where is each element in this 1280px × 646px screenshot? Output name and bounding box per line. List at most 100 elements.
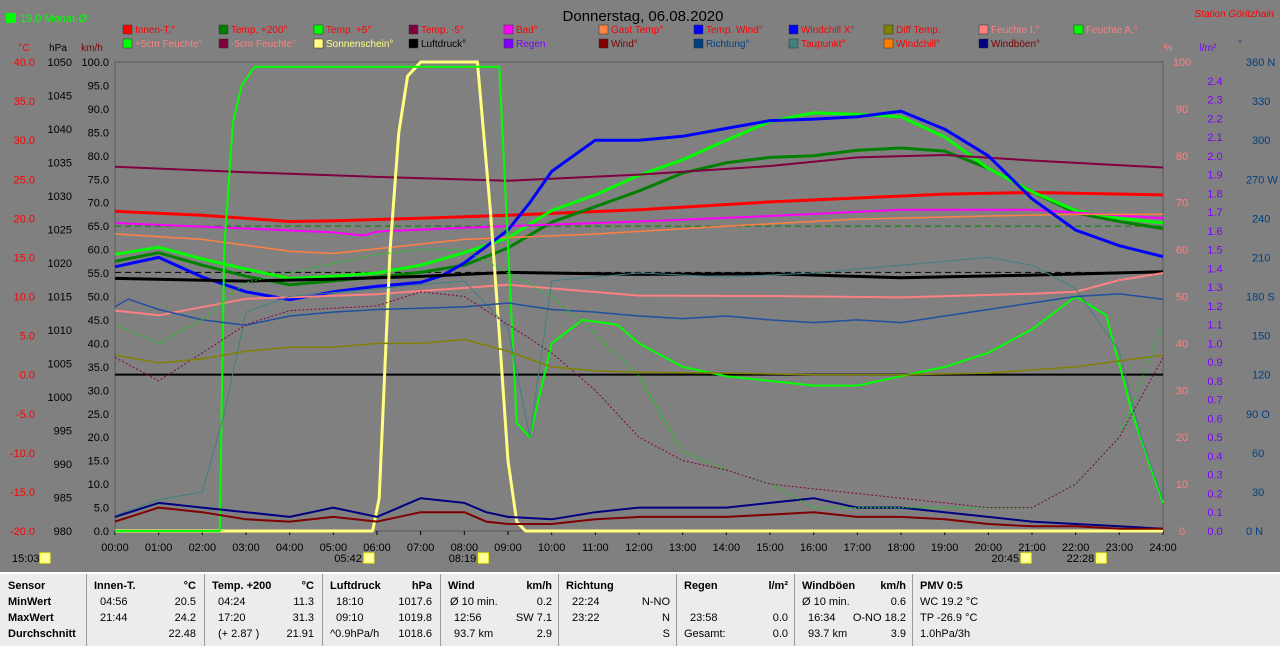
legend-label: Windböen°: [991, 39, 1040, 50]
humidity-tick: 90: [1176, 104, 1188, 116]
temp-tick: 5.0: [20, 331, 35, 343]
x-tick: 16:00: [800, 542, 828, 554]
x-tick: 10:00: [538, 542, 566, 554]
x-tick: 20:00: [975, 542, 1003, 554]
legend-label: Temp. Wind°: [706, 25, 763, 36]
pressure-tick: 1000: [48, 392, 72, 404]
stats-richtung-r1-time: 22:24: [572, 596, 600, 608]
legend-label: Taupunkt°: [801, 39, 846, 50]
pressure-tick: 995: [54, 426, 72, 438]
pressure-tick: 1030: [48, 191, 72, 203]
rain-tick: 1.5: [1207, 245, 1222, 257]
series-innen-t-: [114, 191, 1164, 223]
stats-pmv-trend: 1.0hPa/3h: [920, 628, 971, 640]
legend-label: Gast Temp°: [611, 25, 663, 36]
pressure-tick: 1035: [48, 158, 72, 170]
legend-label: +5cm Feuchte°: [135, 39, 203, 50]
wind-tick: 65.0: [88, 221, 109, 233]
weather-chart: 40.0 35.0 30.0 25.0 20.0 15.0 10.0 5.0 0.0 -5.0 -1…: [0, 0, 1280, 572]
x-tick: 11:00: [582, 542, 609, 554]
stats-col-richtung: Richtung 22:24 N-NO 23:22 N S: [558, 574, 677, 646]
stats-wind-r3-val: 2.9: [536, 628, 552, 640]
pressure-tick: 1010: [48, 325, 72, 337]
rain-tick: 0.7: [1207, 395, 1222, 407]
stats-luftdruck-max-time: 09:10: [336, 612, 364, 624]
stats-wind-r1-val: 0.2: [536, 596, 552, 608]
stats-regen-r3-label: Gesamt:: [684, 628, 726, 640]
series-feuchte-i-: [114, 272, 1164, 317]
rain-tick: 1.2: [1207, 301, 1222, 313]
current-time-label: 15:03: [12, 553, 40, 565]
wind-tick: 0.0: [94, 526, 109, 538]
legend-swatch: [883, 24, 894, 35]
pressure-tick: 1045: [48, 91, 72, 103]
direction-tick: 210: [1252, 252, 1270, 264]
legend-label: Regen: [516, 39, 545, 50]
stats-windboeen-r3-label: 93.7 km: [808, 628, 848, 640]
stats-temp200-min-time: 04:24: [218, 596, 246, 608]
direction-tick: 120: [1252, 370, 1270, 382]
pressure-tick: 1015: [48, 292, 72, 304]
temp-tick: 35.0: [14, 96, 35, 108]
x-tick: 01:00: [145, 542, 173, 554]
series-diff-temp-: [114, 338, 1164, 376]
stats-temp200-unit: °C: [301, 580, 314, 592]
wind-tick: 50.0: [88, 292, 109, 304]
sun-icon: [1095, 552, 1107, 564]
stats-luftdruck-header: Luftdruck: [330, 580, 381, 592]
rain-tick: 0.5: [1207, 432, 1222, 444]
temp-tick: 0.0: [20, 370, 35, 382]
stats-wind-r2-label: 12:56: [454, 612, 482, 624]
wind-tick: 15.0: [88, 456, 109, 468]
stats-max-label: MaxWert: [8, 612, 54, 624]
legend-label: -5cm Feuchte°: [231, 39, 296, 50]
station-name: Station Göritzhain: [1195, 9, 1275, 20]
legend-label: Richtung°: [706, 39, 749, 50]
sun-event-label: 20:45: [992, 553, 1020, 565]
stats-luftdruck-max-val: 1019.8: [398, 612, 432, 624]
chart-title: Donnerstag, 06.08.2020: [563, 8, 724, 25]
x-tick: 14:00: [713, 542, 741, 554]
stats-col-regen: Regen l/m² 23:58 0.0 Gesamt: 0.0: [676, 574, 795, 646]
rain-tick: 0.0: [1207, 526, 1222, 538]
humidity-tick: 100: [1173, 57, 1191, 69]
legend-swatch: [978, 24, 989, 35]
stats-richtung-header: Richtung: [566, 580, 614, 592]
wind-tick: 35.0: [88, 362, 109, 374]
legend-swatch: [313, 24, 324, 35]
wind-tick: 30.0: [88, 385, 109, 397]
pressure-tick: 1025: [48, 225, 72, 237]
wind-tick: 5.0: [94, 503, 109, 515]
rain-tick: 1.1: [1207, 320, 1222, 332]
direction-tick: 90 O: [1246, 409, 1270, 421]
x-tick: 24:00: [1149, 542, 1177, 554]
legend-swatch: [122, 38, 133, 49]
legend-swatch: [788, 24, 799, 35]
legend-label: Temp. +5°: [326, 25, 371, 36]
rain-tick: 0.4: [1207, 451, 1222, 463]
humidity-tick: 70: [1176, 198, 1188, 210]
legend-swatch: [693, 38, 704, 49]
series-windb-en-: [114, 497, 1164, 530]
stats-pmv-wc: WC 19.2 °C: [920, 596, 979, 608]
temp-tick: -5.0: [16, 409, 35, 421]
stats-temp200-min-val: 11.3: [293, 596, 314, 608]
sun-event-label: 05:42: [334, 553, 362, 565]
rain-tick: 2.3: [1207, 95, 1222, 107]
stats-avg-label: Durchschnitt: [8, 628, 76, 640]
temp-tick: 10.0: [14, 292, 35, 304]
legend-swatch: [883, 38, 894, 49]
legend-label: Bad°: [516, 25, 538, 36]
series-luftdruck-: [114, 270, 1164, 283]
rain-tick: 2.1: [1207, 132, 1222, 144]
stats-luftdruck-avg-note: ^0.9hPa/h: [330, 628, 380, 640]
legend-swatch: [978, 38, 989, 49]
stats-luftdruck-unit: hPa: [411, 580, 432, 592]
stats-innen-unit: °C: [183, 580, 196, 592]
stats-luftdruck-min-time: 18:10: [336, 596, 364, 608]
humidity-tick: 60: [1176, 245, 1188, 257]
rain-tick: 0.9: [1207, 357, 1222, 369]
stats-windboeen-r2-mid: O-NO 18.2: [852, 612, 906, 624]
rain-tick: 1.6: [1207, 226, 1222, 238]
monthly-avg-swatch: [6, 13, 16, 23]
